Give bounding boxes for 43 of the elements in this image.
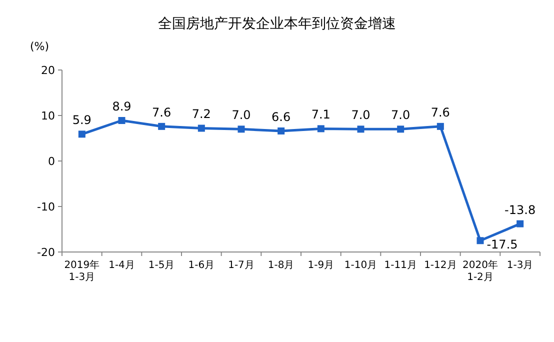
x-tick-label: 1-3月 <box>506 260 534 271</box>
data-label: -17.5 <box>486 238 518 252</box>
point <box>78 130 86 138</box>
x-tick-label: 1-12月 <box>424 260 457 271</box>
point <box>158 122 166 130</box>
point <box>357 126 364 133</box>
x-tick-label: 1-7月 <box>228 260 254 271</box>
point <box>238 126 245 133</box>
data-label: 6.6 <box>272 110 291 124</box>
data-label: 7.0 <box>391 108 410 122</box>
point <box>476 237 484 244</box>
data-label: 7.0 <box>232 108 251 122</box>
data-label: 7.0 <box>351 108 370 122</box>
y-tick-label: 10 <box>41 110 55 122</box>
data-label: 7.2 <box>192 107 211 122</box>
data-label: -13.8 <box>504 202 536 217</box>
y-tick-label: -20 <box>37 246 55 259</box>
point <box>317 125 324 132</box>
y-tick-label: 20 <box>41 64 55 77</box>
x-tick-label: 1-5月 <box>148 260 175 271</box>
x-tick-label: 1-6月 <box>188 260 215 271</box>
x-tick-label: 1-11月 <box>384 260 417 271</box>
point <box>278 127 285 134</box>
point <box>436 122 444 130</box>
x-tick-label: 2019年 1-3月 <box>64 259 100 283</box>
point <box>118 117 126 124</box>
x-tick-label: 2020年 1-2月 <box>462 259 498 283</box>
y-tick-label: 0 <box>48 155 55 168</box>
point <box>516 220 524 228</box>
data-label: 7.6 <box>430 105 450 120</box>
x-tick-label: 1-8月 <box>268 260 294 271</box>
data-label: 5.9 <box>72 113 92 128</box>
chart-title: 全国房地产开发企业本年到位资金增速 <box>158 16 396 32</box>
y-tick-label: -10 <box>37 200 55 214</box>
data-label: 7.6 <box>152 105 172 120</box>
point <box>397 126 404 133</box>
y-axis-title: (%) <box>30 40 50 53</box>
point <box>198 124 205 132</box>
x-tick-label: 1-9月 <box>308 260 334 271</box>
data-label: 8.9 <box>112 100 132 114</box>
x-tick-label: 1-4月 <box>108 260 135 271</box>
x-tick-label: 1-10月 <box>344 260 378 271</box>
data-label: 7.1 <box>311 108 330 122</box>
